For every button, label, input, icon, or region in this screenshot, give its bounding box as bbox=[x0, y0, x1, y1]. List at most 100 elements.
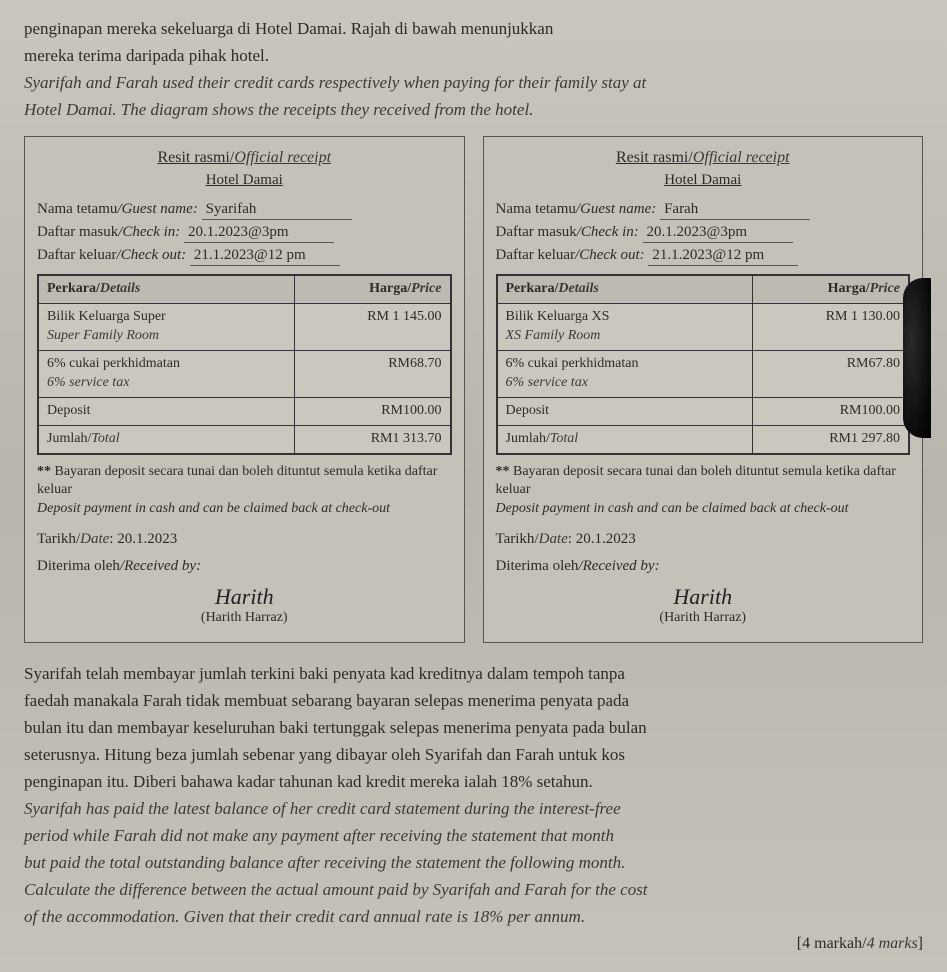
guest-value: Farah bbox=[660, 199, 810, 220]
jumlah-bm: Jumlah bbox=[506, 431, 546, 446]
total-cell: Jumlah/Total bbox=[38, 425, 294, 453]
q-bm-4: seterusnya. Hitung beza jumlah sebenar y… bbox=[24, 744, 923, 767]
checkin-row: Daftar masuk/Check in: 20.1.2023@3pm bbox=[37, 222, 452, 243]
guest-label-en: Guest name bbox=[122, 201, 193, 217]
deposit-price: RM100.00 bbox=[294, 397, 450, 425]
tax-en: 6% service tax bbox=[47, 375, 129, 390]
tax-bm: 6% cukai perkhidmatan bbox=[506, 356, 639, 371]
room-bm: Bilik Keluarga Super bbox=[47, 309, 166, 324]
guest-row: Nama tetamu/Guest name: Syarifah bbox=[37, 199, 452, 220]
jumlah-bm: Jumlah bbox=[47, 431, 87, 446]
table-row: Bilik Keluarga XS XS Family Room RM 1 13… bbox=[497, 304, 910, 351]
intro-bm-2: mereka terima daripada pihak hotel. bbox=[24, 45, 923, 68]
signatory-name: (Harith Harraz) bbox=[496, 609, 911, 628]
receipt-syarifah: Resit rasmi/Official receipt Hotel Damai… bbox=[24, 136, 465, 644]
hotel-name: Hotel Damai bbox=[37, 170, 452, 190]
harga-bm: Harga bbox=[369, 281, 407, 296]
total-price: RM1 297.80 bbox=[753, 425, 909, 453]
receipt-date: Tarikh/Date: 20.1.2023 bbox=[37, 529, 452, 549]
intro-text: penginapan mereka sekeluarga di Hotel Da… bbox=[24, 18, 923, 122]
room-cell: Bilik Keluarga XS XS Family Room bbox=[497, 304, 753, 351]
details-table: Perkara/Details Harga/Price Bilik Keluar… bbox=[37, 274, 452, 454]
table-row: 6% cukai perkhidmatan 6% service tax RM6… bbox=[38, 351, 451, 398]
total-cell: Jumlah/Total bbox=[497, 425, 753, 453]
note-bm: Bayaran deposit secara tunai dan boleh d… bbox=[37, 464, 437, 498]
receipt-title-bm: Resit rasmi bbox=[616, 149, 688, 166]
received-bm: Diterima oleh bbox=[37, 558, 120, 574]
harga-bm: Harga bbox=[828, 281, 866, 296]
deposit-note: ** Bayaran deposit secara tunai dan bole… bbox=[496, 463, 911, 520]
q-bm-5: penginapan itu. Diberi bahawa kadar tahu… bbox=[24, 771, 923, 794]
deposit-cell: Deposit bbox=[38, 397, 294, 425]
note-asterisk: ** bbox=[37, 464, 55, 479]
checkin-row: Daftar masuk/Check in: 20.1.2023@3pm bbox=[496, 222, 911, 243]
checkout-label-en: Check out bbox=[579, 247, 639, 263]
harga-en: Price bbox=[411, 281, 441, 296]
signatory-name: (Harith Harraz) bbox=[37, 609, 452, 628]
guest-label-bm: Nama tetamu bbox=[496, 201, 576, 217]
col-perkara: Perkara/Details bbox=[497, 275, 753, 303]
intro-bm-1: penginapan mereka sekeluarga di Hotel Da… bbox=[24, 18, 923, 41]
col-harga: Harga/Price bbox=[753, 275, 909, 303]
checkin-label-en: Check in bbox=[122, 224, 175, 240]
table-row: Jumlah/Total RM1 297.80 bbox=[497, 425, 910, 453]
signature: Harith bbox=[496, 582, 911, 612]
room-en: XS Family Room bbox=[506, 328, 601, 343]
table-header-row: Perkara/Details Harga/Price bbox=[497, 275, 910, 303]
table-row: Bilik Keluarga Super Super Family Room R… bbox=[38, 304, 451, 351]
tarikh-label: Tarikh bbox=[37, 531, 76, 547]
marks-bm: 4 markah bbox=[802, 935, 862, 952]
total-price: RM1 313.70 bbox=[294, 425, 450, 453]
date-label: Date bbox=[539, 531, 568, 547]
receipt-date: Tarikh/Date: 20.1.2023 bbox=[496, 529, 911, 549]
checkout-label-bm: Daftar keluar bbox=[37, 247, 117, 263]
received-by: Diterima oleh/Received by: bbox=[496, 556, 911, 576]
date-value: 20.1.2023 bbox=[117, 531, 177, 547]
signature: Harith bbox=[37, 582, 452, 612]
received-bm: Diterima oleh bbox=[496, 558, 579, 574]
table-row: Jumlah/Total RM1 313.70 bbox=[38, 425, 451, 453]
checkout-label-en: Check out bbox=[121, 247, 181, 263]
marks-en: 4 marks bbox=[867, 935, 918, 952]
q-bm-1: Syarifah telah membayar jumlah terkini b… bbox=[24, 663, 923, 686]
perkara-en: Details bbox=[100, 281, 140, 296]
note-en: Deposit payment in cash and can be claim… bbox=[496, 500, 911, 519]
deposit-note: ** Bayaran deposit secara tunai dan bole… bbox=[37, 463, 452, 520]
guest-label-en: Guest name bbox=[580, 201, 651, 217]
q-en-4: Calculate the difference between the act… bbox=[24, 879, 923, 902]
checkout-value: 21.1.2023@12 pm bbox=[648, 245, 798, 266]
q-bm-3: bulan itu dan membayar keseluruhan baki … bbox=[24, 717, 923, 740]
receipts-row: Resit rasmi/Official receipt Hotel Damai… bbox=[24, 136, 923, 644]
q-en-2: period while Farah did not make any paym… bbox=[24, 825, 923, 848]
guest-label-bm: Nama tetamu bbox=[37, 201, 117, 217]
col-harga: Harga/Price bbox=[294, 275, 450, 303]
tax-price: RM67.80 bbox=[753, 351, 909, 398]
hotel-name: Hotel Damai bbox=[496, 170, 911, 190]
receipt-farah: Resit rasmi/Official receipt Hotel Damai… bbox=[483, 136, 924, 644]
room-cell: Bilik Keluarga Super Super Family Room bbox=[38, 304, 294, 351]
perkara-bm: Perkara bbox=[506, 281, 555, 296]
table-header-row: Perkara/Details Harga/Price bbox=[38, 275, 451, 303]
perkara-bm: Perkara bbox=[47, 281, 96, 296]
q-en-3: but paid the total outstanding balance a… bbox=[24, 852, 923, 875]
intro-en-2: Hotel Damai. The diagram shows the recei… bbox=[24, 99, 923, 122]
checkout-row: Daftar keluar/Check out: 21.1.2023@12 pm bbox=[37, 245, 452, 266]
table-row: Deposit RM100.00 bbox=[38, 397, 451, 425]
date-value: 20.1.2023 bbox=[576, 531, 636, 547]
room-en: Super Family Room bbox=[47, 328, 159, 343]
checkin-label-en: Check in bbox=[581, 224, 634, 240]
note-asterisk: ** bbox=[496, 464, 514, 479]
q-bm-2: faedah manakala Farah tidak membuat seba… bbox=[24, 690, 923, 713]
room-bm: Bilik Keluarga XS bbox=[506, 309, 610, 324]
checkout-label-bm: Daftar keluar bbox=[496, 247, 576, 263]
table-row: Deposit RM100.00 bbox=[497, 397, 910, 425]
tax-bm: 6% cukai perkhidmatan bbox=[47, 356, 180, 371]
checkin-label-bm: Daftar masuk bbox=[496, 224, 577, 240]
tarikh-label: Tarikh bbox=[496, 531, 535, 547]
date-label: Date bbox=[80, 531, 109, 547]
tax-price: RM68.70 bbox=[294, 351, 450, 398]
question-text: Syarifah telah membayar jumlah terkini b… bbox=[24, 663, 923, 928]
received-en: Received by bbox=[124, 558, 196, 574]
deposit-cell: Deposit bbox=[497, 397, 753, 425]
tax-en: 6% service tax bbox=[506, 375, 588, 390]
